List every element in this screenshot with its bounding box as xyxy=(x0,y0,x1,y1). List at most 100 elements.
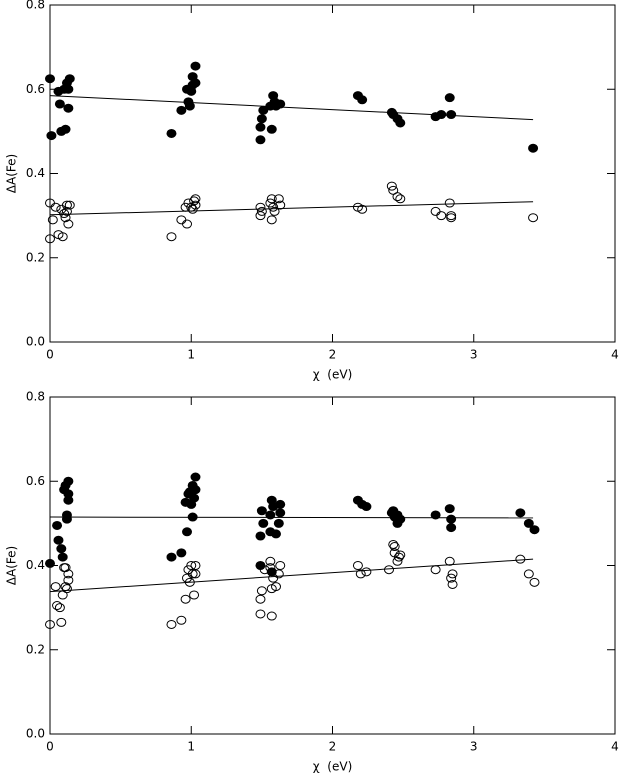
data-point xyxy=(190,472,201,482)
data-point xyxy=(60,563,71,573)
y-tick-label: 0.6 xyxy=(26,82,45,96)
x-tick-label: 1 xyxy=(187,740,195,754)
panel: 0 1 2 3 4 0.0 0.2 0.4 0.6 0.8 χ (eV) ΔA(Fe) xyxy=(5,390,619,774)
data-point xyxy=(190,561,201,570)
data-point xyxy=(63,219,74,229)
x-axis-label: χ (eV) xyxy=(313,368,353,382)
fit-line xyxy=(49,516,534,519)
x-tick-label: 0 xyxy=(46,348,54,362)
data-point xyxy=(275,200,286,210)
data-point xyxy=(444,93,455,103)
data-point xyxy=(63,575,74,585)
x-tick-label: 4 xyxy=(611,740,619,754)
data-point xyxy=(255,609,266,619)
plot-frame xyxy=(49,396,616,735)
data-point xyxy=(255,594,266,604)
data-point xyxy=(184,101,195,111)
data-point xyxy=(190,485,201,495)
data-point xyxy=(447,579,458,589)
data-point xyxy=(266,215,277,225)
data-point xyxy=(176,215,187,225)
x-tick-label: 3 xyxy=(470,348,478,362)
data-point xyxy=(46,131,57,141)
data-point xyxy=(386,181,397,191)
data-point xyxy=(392,556,403,566)
data-point xyxy=(436,110,447,120)
data-point xyxy=(180,594,191,604)
x-tick-label: 3 xyxy=(470,740,478,754)
data-point xyxy=(64,74,75,84)
data-point xyxy=(56,544,67,554)
data-point xyxy=(166,128,177,138)
data-point xyxy=(256,586,267,596)
data-point xyxy=(361,567,372,577)
data-point xyxy=(187,569,198,579)
y-tick-label: 0.4 xyxy=(26,558,45,572)
data-point xyxy=(389,542,400,552)
data-point xyxy=(63,476,74,486)
data-point xyxy=(258,105,269,115)
y-tick-label: 0.4 xyxy=(26,166,45,180)
data-point xyxy=(266,124,277,134)
data-point xyxy=(268,202,279,212)
data-point xyxy=(446,514,457,524)
data-point xyxy=(357,204,368,214)
data-point xyxy=(444,504,455,514)
data-point xyxy=(190,194,201,204)
y-tick-label: 0.8 xyxy=(26,0,45,12)
data-point xyxy=(523,518,534,528)
data-point xyxy=(265,556,276,566)
data-point xyxy=(258,518,269,528)
data-point xyxy=(176,105,187,115)
data-point xyxy=(430,565,441,575)
y-tick-label: 0.0 xyxy=(26,335,45,349)
data-point xyxy=(187,512,198,522)
data-point xyxy=(256,114,267,124)
data-point xyxy=(446,211,457,221)
data-point xyxy=(275,508,286,518)
data-point xyxy=(528,143,539,153)
data-point xyxy=(444,198,455,208)
data-point xyxy=(186,561,197,570)
data-point xyxy=(384,565,394,575)
data-point xyxy=(61,514,72,524)
data-point xyxy=(436,211,447,221)
data-point xyxy=(395,550,406,560)
data-point xyxy=(189,196,200,206)
data-point xyxy=(57,232,68,242)
data-point xyxy=(166,232,177,242)
data-point xyxy=(45,619,55,629)
data-point xyxy=(256,206,267,216)
data-point xyxy=(266,611,277,621)
y-axis-label: ΔA(Fe) xyxy=(5,546,19,585)
x-tick-label: 0 xyxy=(46,740,54,754)
data-point xyxy=(395,514,406,524)
data-point xyxy=(63,495,74,505)
data-point xyxy=(273,569,284,579)
data-point xyxy=(255,202,266,212)
data-point xyxy=(269,206,280,216)
data-point xyxy=(166,619,177,629)
data-point xyxy=(56,617,67,627)
data-point xyxy=(361,502,372,512)
data-point xyxy=(63,103,74,113)
fit-line xyxy=(49,558,534,593)
data-point xyxy=(273,194,284,204)
y-tick-label: 0.0 xyxy=(26,727,45,741)
data-point xyxy=(182,527,193,537)
data-point xyxy=(176,548,187,558)
y-tick-label: 0.2 xyxy=(26,642,45,656)
data-point xyxy=(57,590,68,600)
data-point xyxy=(446,573,457,583)
data-point xyxy=(166,552,177,562)
y-axis-label: ΔA(Fe) xyxy=(5,154,19,193)
data-point xyxy=(273,518,284,528)
data-point xyxy=(515,554,526,564)
data-point xyxy=(60,213,71,223)
data-point xyxy=(190,200,201,210)
data-point xyxy=(529,525,540,535)
data-point xyxy=(395,194,406,204)
data-point xyxy=(54,603,65,613)
data-point xyxy=(47,215,58,225)
